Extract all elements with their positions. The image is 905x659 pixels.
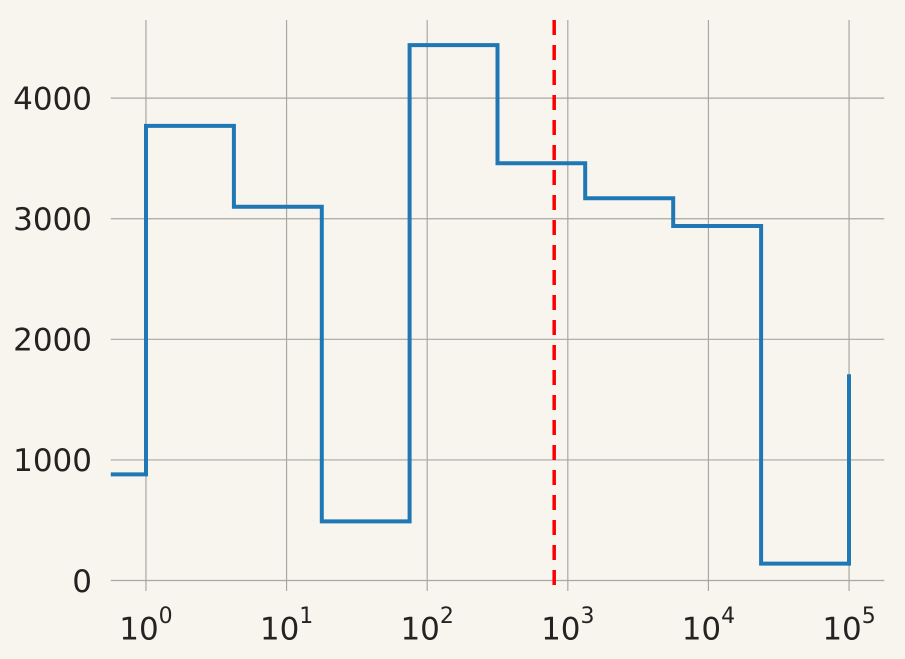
step-series-line [110,43,851,566]
y-tick-label-2000: 2000 [13,323,92,359]
y-tick-label-3000: 3000 [13,202,92,238]
y-tick-label-0: 0 [72,564,92,600]
x-tick-label-10e3: 103 [541,604,594,648]
x-tick-label-10e0: 100 [119,604,172,648]
x-tick-label-10e4: 104 [682,604,735,648]
x-tick-label-10e1: 101 [260,604,313,648]
x-tick-label-10e2: 102 [400,604,453,648]
y-tick-label-4000: 4000 [13,81,92,117]
y-tick-label-1000: 1000 [13,443,92,479]
x-tick-label-10e5: 105 [822,604,875,648]
